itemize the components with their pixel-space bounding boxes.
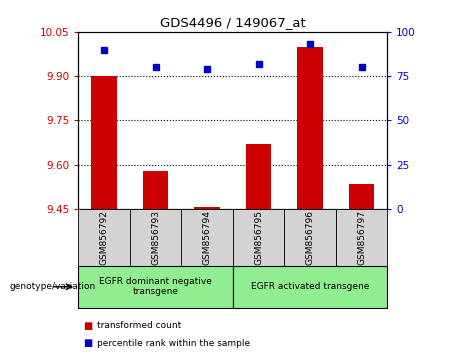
Bar: [78, 209, 130, 266]
Bar: [233, 266, 387, 308]
Bar: [181, 209, 233, 266]
Bar: [336, 209, 387, 266]
Text: transformed count: transformed count: [97, 321, 181, 330]
Text: genotype/variation: genotype/variation: [9, 282, 95, 291]
Text: GSM856795: GSM856795: [254, 210, 263, 265]
Text: percentile rank within the sample: percentile rank within the sample: [97, 339, 250, 348]
Bar: [143, 171, 168, 209]
Bar: [78, 266, 233, 308]
Text: GSM856792: GSM856792: [100, 210, 109, 265]
Bar: [91, 76, 117, 209]
Bar: [284, 209, 336, 266]
Bar: [297, 47, 323, 209]
Bar: [194, 207, 220, 209]
Text: ■: ■: [83, 321, 92, 331]
Bar: [233, 209, 284, 266]
Text: EGFR activated transgene: EGFR activated transgene: [251, 282, 369, 291]
Text: GSM856797: GSM856797: [357, 210, 366, 265]
Bar: [130, 209, 181, 266]
Text: ■: ■: [83, 338, 92, 348]
Bar: [246, 144, 272, 209]
Text: GSM856794: GSM856794: [202, 210, 212, 265]
Text: GSM856793: GSM856793: [151, 210, 160, 265]
Text: EGFR dominant negative
transgene: EGFR dominant negative transgene: [99, 277, 212, 296]
Text: GSM856796: GSM856796: [306, 210, 314, 265]
Bar: [349, 184, 374, 209]
Title: GDS4496 / 149067_at: GDS4496 / 149067_at: [160, 16, 306, 29]
